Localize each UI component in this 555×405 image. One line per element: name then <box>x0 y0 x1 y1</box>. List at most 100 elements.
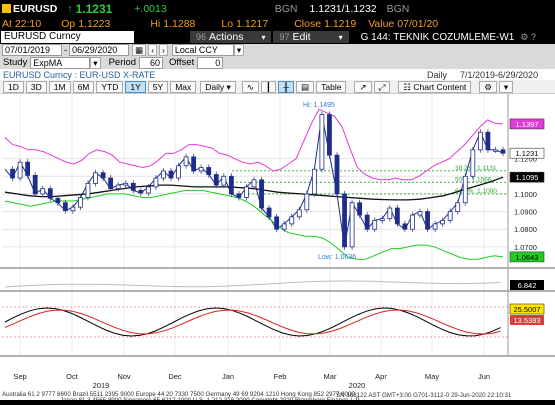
security-description: EURUSD Curncy : EUR-USD X-RATE <box>3 69 156 80</box>
open-label: Op <box>61 17 76 30</box>
fib-label: 50%: 1.1066 <box>455 176 492 183</box>
page-icons[interactable]: ⚙ ? <box>520 31 536 42</box>
price-source: BGN <box>274 2 298 15</box>
candle-body <box>244 186 249 198</box>
candle-body <box>349 202 355 248</box>
range-button-max[interactable]: Max <box>170 80 197 93</box>
candle-body <box>304 193 310 211</box>
security-input[interactable]: EURUSD Curncy <box>1 31 134 43</box>
high-value: 1.1288 <box>163 17 196 30</box>
actions-label: Actions <box>209 31 244 43</box>
candle-body <box>493 149 498 152</box>
y-tick-label: 1.1200 <box>514 155 537 164</box>
stoch-badge <box>510 315 544 325</box>
currency-select[interactable]: Local CCY <box>171 44 234 56</box>
settings-gear-icon[interactable]: ⚙ <box>479 80 497 93</box>
candle-body <box>206 167 212 175</box>
stoch-k-line <box>4 307 501 337</box>
chart-content-button[interactable]: ☷ Chart Content <box>398 80 472 93</box>
stoch-badge <box>509 303 545 315</box>
candle-body <box>311 168 317 195</box>
end-date-input[interactable]: 06/29/2020 <box>69 44 130 56</box>
candle-body <box>168 170 174 179</box>
price-badge <box>509 251 545 263</box>
table-button[interactable]: Table <box>316 80 347 93</box>
interval-select[interactable]: Daily ▾ <box>200 80 236 93</box>
page-title: G 144: TEKNIK COZUMLEME-W1 <box>360 31 515 43</box>
candle-body <box>477 131 483 151</box>
candle-body <box>455 202 461 212</box>
candle-body <box>236 193 242 198</box>
candle-body <box>123 182 129 186</box>
price-badge <box>509 147 545 159</box>
period-input[interactable]: 60 <box>139 56 164 69</box>
range-button-1m[interactable]: 1M <box>48 80 71 93</box>
series-line-1 <box>4 108 504 181</box>
candle-body <box>440 219 446 225</box>
range-button-5y[interactable]: 5Y <box>147 80 169 93</box>
open-value: 1.1223 <box>78 17 111 30</box>
indicator-line <box>4 280 501 288</box>
draw-icon[interactable]: ↗ <box>354 80 372 93</box>
footer-line-3: SN 168122 AST GMT+3:00 G701-3112-0 29-Ju… <box>336 392 512 399</box>
actions-number: 96 <box>196 32 207 42</box>
chevron-down-icon[interactable]: ▾ <box>90 56 101 69</box>
x-tick-label: Sep <box>13 372 26 381</box>
bid-ask: 1.1231/1.1232 <box>309 2 377 15</box>
candle-body <box>274 216 280 230</box>
range-button-1d[interactable]: 1D <box>3 80 24 93</box>
scroll-left-icon[interactable]: ‹ <box>148 44 158 56</box>
bar-chart-icon[interactable]: ╫ <box>278 80 295 93</box>
offset-label: Offset <box>169 57 195 68</box>
zoom-icon[interactable]: ⤢ <box>373 80 391 93</box>
candle-body <box>281 223 287 230</box>
price-chart[interactable]: 1.12001.11001.10001.09001.08001.0700SepO… <box>0 94 555 404</box>
dropdown-arrow-icon: ▾ <box>338 32 343 42</box>
date-separator: - <box>64 44 68 56</box>
range-button-1y[interactable]: 1Y <box>125 80 146 93</box>
close-label: Close <box>294 17 322 30</box>
year-label: 2019 <box>93 381 110 390</box>
edit-menu[interactable]: 97 Edit ▾ <box>273 31 349 43</box>
line-chart-icon[interactable]: ∿ <box>241 80 259 93</box>
candle-chart-icon[interactable]: ┃ <box>260 80 277 93</box>
study-select[interactable]: ExpMA <box>30 56 91 69</box>
chevron-down-icon[interactable]: ▾ <box>498 80 514 93</box>
actions-menu[interactable]: 96 Actions ▾ <box>190 31 272 43</box>
ticker-symbol: EURUSD <box>13 2 58 15</box>
calendar-icon[interactable]: ▦ <box>132 44 147 56</box>
candle-body <box>485 131 491 151</box>
price-badge <box>509 171 545 183</box>
candle-body <box>410 214 415 230</box>
candle-body <box>327 114 332 156</box>
range-button-6m[interactable]: 6M <box>72 80 95 93</box>
candle-body <box>228 175 234 195</box>
up-arrow-icon: ↑ <box>67 2 73 15</box>
indicator-badge-label: 6.842 <box>518 281 537 290</box>
range-button-3d[interactable]: 3D <box>25 80 47 93</box>
at-time: 22:10 <box>14 17 42 30</box>
range-button-ytd[interactable]: YTD <box>96 80 124 93</box>
candle-body <box>176 165 181 179</box>
edit-label: Edit <box>292 31 311 43</box>
chart-svg[interactable]: 1.12001.11001.10001.09001.08001.0700SepO… <box>0 94 555 404</box>
candle-body <box>251 179 257 188</box>
scroll-right-icon[interactable]: › <box>159 44 168 56</box>
candle-body <box>115 184 121 190</box>
candle-body <box>266 207 272 218</box>
candle-body <box>40 188 46 195</box>
chevron-down-icon[interactable]: ▾ <box>233 44 245 56</box>
net-change: +.0013 <box>134 2 167 15</box>
interval-label: Daily <box>205 81 225 92</box>
start-date-input[interactable]: 07/01/2019 <box>2 44 62 56</box>
offset-input[interactable]: 0 <box>197 56 224 69</box>
study-bar: Study ExpMA ▾ Period 60 Offset 0 <box>0 56 555 69</box>
price-badge-label: 1.1095 <box>516 173 539 182</box>
table-icon[interactable]: ▤ <box>296 80 315 93</box>
fib-label: 38.2%: 1.1131 <box>455 165 497 172</box>
fib-label: 61.8%: 1.1000 <box>455 188 497 195</box>
value-date-label: Value <box>368 17 395 30</box>
candle-body <box>93 172 98 184</box>
value-date: 07/01/20 <box>397 17 439 30</box>
year-label: 2020 <box>349 381 366 390</box>
